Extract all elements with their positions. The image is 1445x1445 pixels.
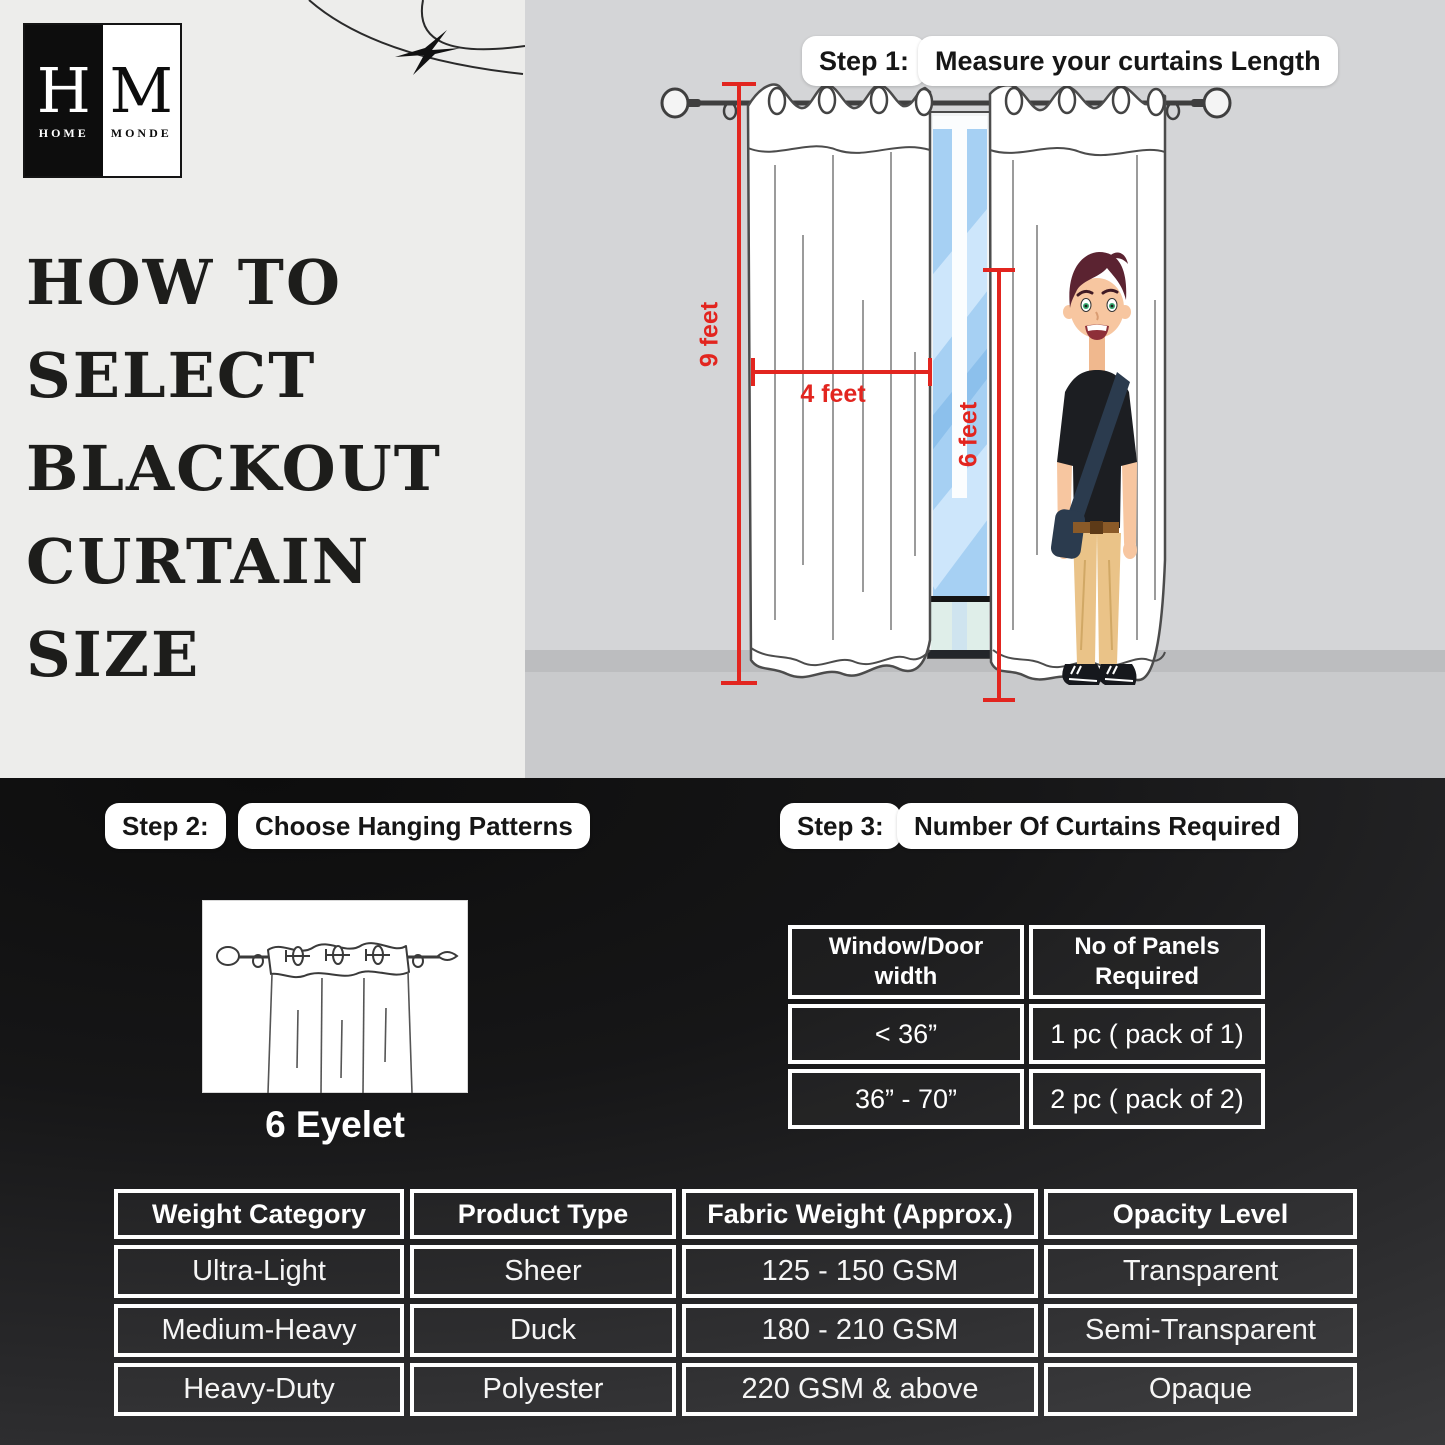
table-cell: Duck — [410, 1304, 676, 1357]
table-header-row: Weight Category Product Type Fabric Weight… — [114, 1189, 1357, 1239]
step3-label-pill: Step 3: — [780, 803, 901, 849]
title-line: HOW TO — [26, 246, 342, 319]
table-cell: Polyester — [410, 1363, 676, 1416]
top-section: H HOME M MONDE HOW TO SELECT BLACKOUT CURTA… — [0, 0, 1445, 778]
table-cell: 2 pc ( pack of 2) — [1029, 1069, 1265, 1129]
table-header-row: Window/Door width No of Panels Required — [788, 925, 1265, 999]
logo-letter-m: M — [109, 54, 173, 127]
brand-logo: H HOME M MONDE — [23, 23, 182, 178]
column-header: Weight Category — [114, 1189, 404, 1239]
table-cell: Semi-Transparent — [1044, 1304, 1357, 1357]
table-row: < 36” 1 pc ( pack of 1) — [788, 1004, 1265, 1064]
table-cell: 125 - 150 GSM — [682, 1245, 1038, 1298]
column-header: Window/Door width — [788, 925, 1024, 999]
plane-doodle-icon — [308, 0, 525, 75]
column-header: Product Type — [410, 1189, 676, 1239]
logo-right-half: M MONDE — [102, 25, 180, 176]
height-measurement-label: 9 feet — [695, 301, 724, 368]
table-cell: Opaque — [1044, 1363, 1357, 1416]
table-row: Heavy-Duty Polyester 220 GSM & above Opaque — [114, 1363, 1357, 1416]
table-cell: 1 pc ( pack of 1) — [1029, 1004, 1265, 1064]
person-height-label: 6 feet — [954, 401, 983, 468]
column-header: Opacity Level — [1044, 1189, 1357, 1239]
table-cell: < 36” — [788, 1004, 1024, 1064]
left-curtain-icon — [746, 82, 934, 679]
step1-label-pill: Step 1: — [802, 36, 927, 86]
logo-word-monde: MONDE — [110, 126, 172, 140]
title-line: SIZE — [26, 618, 201, 691]
table-cell: 180 - 210 GSM — [682, 1304, 1038, 1357]
fabric-weight-table: Weight Category Product Type Fabric Weight… — [108, 1183, 1363, 1422]
title-line: CURTAIN — [26, 525, 371, 598]
step2-text-pill: Choose Hanging Patterns — [238, 803, 590, 849]
logo-letter-h: H — [36, 54, 91, 127]
step1-text-pill: Measure your curtains Length — [918, 36, 1338, 86]
bottom-section: Step 2: Choose Hanging Patterns Step 3: … — [0, 778, 1445, 1445]
step3-text-pill: Number Of Curtains Required — [897, 803, 1298, 849]
table-cell: Sheer — [410, 1245, 676, 1298]
column-header: Fabric Weight (Approx.) — [682, 1189, 1038, 1239]
step2-label-pill: Step 2: — [105, 803, 226, 849]
eyelet-pattern-card — [202, 900, 468, 1094]
eyelet-curtain-icon — [216, 942, 459, 1094]
step1-panel: Step 1: Measure your curtains Length 9 f… — [525, 0, 1445, 778]
logo-word-home: HOME — [38, 126, 89, 140]
page-title: HOW TO SELECT BLACKOUT CURTAIN SIZE — [26, 236, 442, 701]
table-cell: Ultra-Light — [114, 1245, 404, 1298]
panels-required-table: Window/Door width No of Panels Required <… — [783, 920, 1270, 1134]
dimension-lines — [721, 82, 1015, 702]
window-icon — [927, 111, 993, 659]
title-line: BLACKOUT — [26, 432, 442, 505]
width-measurement-label: 4 feet — [800, 380, 866, 408]
eyelet-pattern-label: 6 Eyelet — [265, 1104, 405, 1145]
table-row: Ultra-Light Sheer 125 - 150 GSM Transparent — [114, 1245, 1357, 1298]
floor-background — [525, 672, 1445, 778]
table-cell: Heavy-Duty — [114, 1363, 404, 1416]
logo-left-half: H HOME — [25, 25, 103, 176]
curtain-measurement-illustration — [660, 82, 1232, 702]
table-row: Medium-Heavy Duck 180 - 210 GSM Semi-Transp… — [114, 1304, 1357, 1357]
table-cell: 220 GSM & above — [682, 1363, 1038, 1416]
table-cell: Transparent — [1044, 1245, 1357, 1298]
table-cell: Medium-Heavy — [114, 1304, 404, 1357]
column-header: No of Panels Required — [1029, 925, 1265, 999]
table-row: 36” - 70” 2 pc ( pack of 2) — [788, 1069, 1265, 1129]
person-illustration — [1050, 252, 1137, 685]
intro-panel: H HOME M MONDE HOW TO SELECT BLACKOUT CURTA… — [0, 0, 525, 778]
title-line: SELECT — [26, 339, 317, 412]
table-cell: 36” - 70” — [788, 1069, 1024, 1129]
